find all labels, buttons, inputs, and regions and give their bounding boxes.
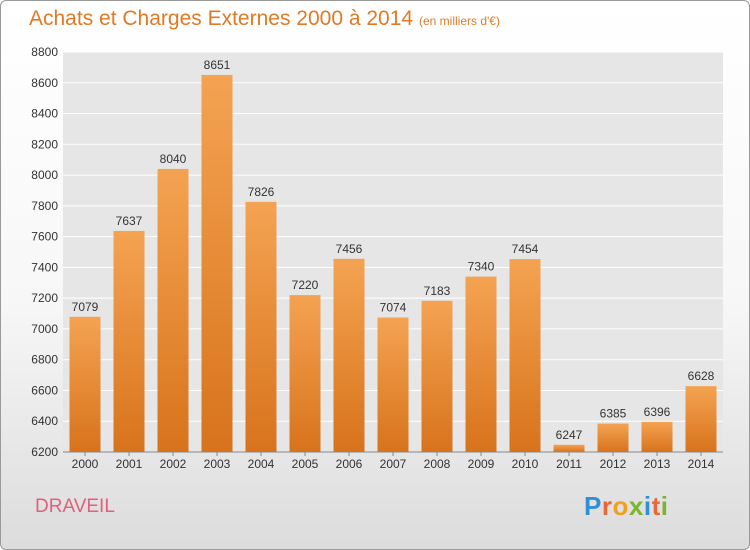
commune-name: DRAVEIL [35, 496, 115, 517]
data-label: 7637 [116, 214, 143, 228]
chart-title: Achats et Charges Externes 2000 à 2014 [29, 7, 414, 30]
data-label: 7183 [424, 284, 451, 298]
brand-letter: i [643, 491, 652, 521]
x-tick-label: 2010 [512, 457, 539, 471]
bar [641, 421, 673, 452]
bar [157, 168, 189, 452]
x-tick-label: 2008 [424, 457, 451, 471]
brand-letter: x [628, 491, 644, 521]
data-label: 7079 [72, 300, 99, 314]
bar [245, 201, 277, 452]
brand-letter: r [601, 491, 613, 521]
data-label: 7456 [336, 242, 363, 256]
data-label: 8040 [160, 152, 187, 166]
bar [465, 276, 497, 452]
y-tick-label: 8800 [31, 45, 58, 59]
y-tick-label: 8200 [31, 137, 58, 151]
y-tick-label: 8000 [31, 168, 58, 182]
x-tick-label: 2002 [160, 457, 187, 471]
proxiti-logo[interactable]: Proxiti [584, 491, 668, 522]
data-label: 7826 [248, 185, 275, 199]
bar [685, 386, 717, 452]
y-tick-label: 7000 [31, 322, 58, 336]
x-tick-label: 2004 [248, 457, 275, 471]
data-label: 8651 [204, 58, 231, 72]
x-tick-label: 2009 [468, 457, 495, 471]
data-label: 6247 [556, 428, 583, 442]
data-label: 6628 [688, 369, 715, 383]
bar [69, 316, 101, 452]
bar [333, 258, 365, 452]
brand-letter: P [584, 491, 602, 521]
y-tick-label: 6800 [31, 353, 58, 367]
bar [113, 230, 145, 452]
brand-letter: o [612, 491, 629, 521]
x-tick-label: 2005 [292, 457, 319, 471]
x-tick-label: 2000 [72, 457, 99, 471]
x-tick-label: 2001 [116, 457, 143, 471]
data-label: 6396 [644, 405, 671, 419]
x-tick-label: 2006 [336, 457, 363, 471]
bar [553, 444, 585, 452]
bar [421, 300, 453, 452]
y-tick-label: 7800 [31, 199, 58, 213]
x-tick-label: 2013 [644, 457, 671, 471]
bar [289, 295, 321, 452]
y-tick-label: 6600 [31, 383, 58, 397]
data-label: 7340 [468, 260, 495, 274]
y-tick-label: 8400 [31, 107, 58, 121]
brand-letter: i [660, 491, 669, 521]
brand-letter: t [651, 491, 661, 521]
x-tick-label: 2007 [380, 457, 407, 471]
y-tick-label: 7200 [31, 291, 58, 305]
x-tick-label: 2012 [600, 457, 627, 471]
data-label: 7074 [380, 301, 407, 315]
y-tick-label: 6400 [31, 414, 58, 428]
bar [597, 423, 629, 452]
x-tick-label: 2003 [204, 457, 231, 471]
data-label: 7454 [512, 242, 539, 256]
x-tick-label: 2011 [556, 457, 582, 471]
y-tick-label: 8600 [31, 76, 58, 90]
y-tick-label: 6200 [31, 445, 58, 459]
y-tick-label: 7400 [31, 260, 58, 274]
bar [377, 317, 409, 452]
x-tick-label: 2014 [688, 457, 715, 471]
bar [201, 74, 233, 452]
data-label: 6385 [600, 407, 627, 421]
y-tick-label: 7600 [31, 230, 58, 244]
data-label: 7220 [292, 278, 319, 292]
chart-subtitle: (en milliers d'€) [419, 14, 500, 28]
bar [509, 259, 541, 452]
